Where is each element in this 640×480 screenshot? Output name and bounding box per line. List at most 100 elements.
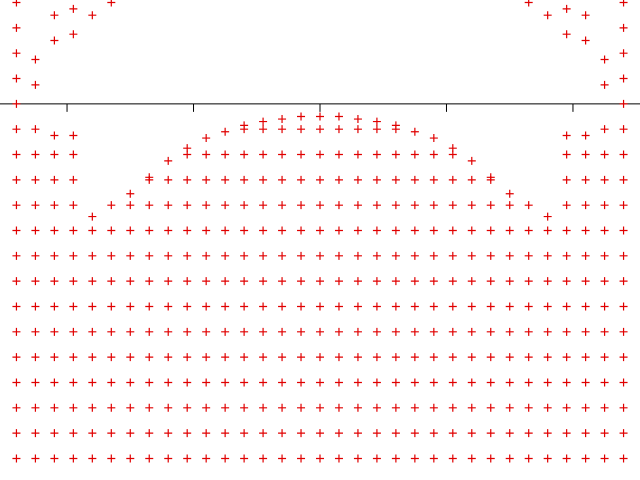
point xyxy=(448,454,457,463)
point xyxy=(448,353,457,362)
point xyxy=(448,378,457,387)
point xyxy=(12,403,21,412)
point xyxy=(202,251,211,260)
point xyxy=(600,429,609,438)
point xyxy=(183,251,192,260)
point xyxy=(69,454,78,463)
point xyxy=(278,429,287,438)
point xyxy=(50,36,59,45)
point xyxy=(69,277,78,286)
point xyxy=(259,150,268,159)
point xyxy=(467,327,476,336)
point xyxy=(581,201,590,210)
point xyxy=(240,327,249,336)
point xyxy=(12,454,21,463)
point xyxy=(391,403,400,412)
point xyxy=(619,454,628,463)
point xyxy=(619,403,628,412)
point xyxy=(619,175,628,184)
point xyxy=(505,454,514,463)
point xyxy=(505,327,514,336)
point xyxy=(69,226,78,235)
point xyxy=(12,226,21,235)
point xyxy=(524,226,533,235)
point xyxy=(202,302,211,311)
point xyxy=(316,150,324,159)
point xyxy=(410,201,419,210)
point xyxy=(164,226,173,235)
point xyxy=(107,429,116,438)
point xyxy=(600,454,609,463)
point xyxy=(334,175,343,184)
point xyxy=(259,429,268,438)
point xyxy=(50,201,59,210)
point xyxy=(562,429,571,438)
point xyxy=(600,251,609,260)
point xyxy=(391,175,400,184)
point xyxy=(259,277,268,286)
point xyxy=(240,150,249,159)
point xyxy=(316,175,324,184)
point xyxy=(126,327,135,336)
point xyxy=(429,302,438,311)
point xyxy=(391,302,400,311)
point xyxy=(69,378,78,387)
point xyxy=(353,175,362,184)
point xyxy=(600,302,609,311)
point xyxy=(259,117,268,126)
point xyxy=(240,226,249,235)
point xyxy=(259,454,268,463)
point xyxy=(562,277,571,286)
point xyxy=(164,327,173,336)
point xyxy=(334,403,343,412)
point xyxy=(429,403,438,412)
point xyxy=(505,251,514,260)
point xyxy=(372,175,381,184)
point xyxy=(145,277,154,286)
point xyxy=(145,378,154,387)
point xyxy=(429,150,438,159)
point xyxy=(467,429,476,438)
point xyxy=(524,378,533,387)
point xyxy=(467,251,476,260)
point xyxy=(372,251,381,260)
point xyxy=(126,403,135,412)
point xyxy=(600,378,609,387)
point xyxy=(429,429,438,438)
point xyxy=(372,201,381,210)
point xyxy=(619,302,628,311)
point xyxy=(467,403,476,412)
point xyxy=(562,131,571,140)
point xyxy=(69,429,78,438)
point xyxy=(69,403,78,412)
point xyxy=(297,277,306,286)
point xyxy=(12,125,21,134)
point xyxy=(183,277,192,286)
point xyxy=(562,353,571,362)
point xyxy=(88,302,97,311)
point xyxy=(221,150,230,159)
point xyxy=(31,150,40,159)
point xyxy=(562,226,571,235)
point xyxy=(31,80,40,89)
point xyxy=(334,429,343,438)
point xyxy=(69,353,78,362)
point xyxy=(562,378,571,387)
point xyxy=(372,353,381,362)
point xyxy=(543,327,552,336)
point xyxy=(600,327,609,336)
point xyxy=(183,144,192,153)
point xyxy=(297,454,306,463)
point xyxy=(353,115,362,124)
point xyxy=(88,212,97,221)
point xyxy=(543,277,552,286)
point xyxy=(12,251,21,260)
point xyxy=(372,302,381,311)
point xyxy=(259,201,268,210)
point xyxy=(126,378,135,387)
point xyxy=(69,30,78,39)
point xyxy=(107,201,116,210)
point xyxy=(372,403,381,412)
point xyxy=(183,201,192,210)
point xyxy=(278,302,287,311)
